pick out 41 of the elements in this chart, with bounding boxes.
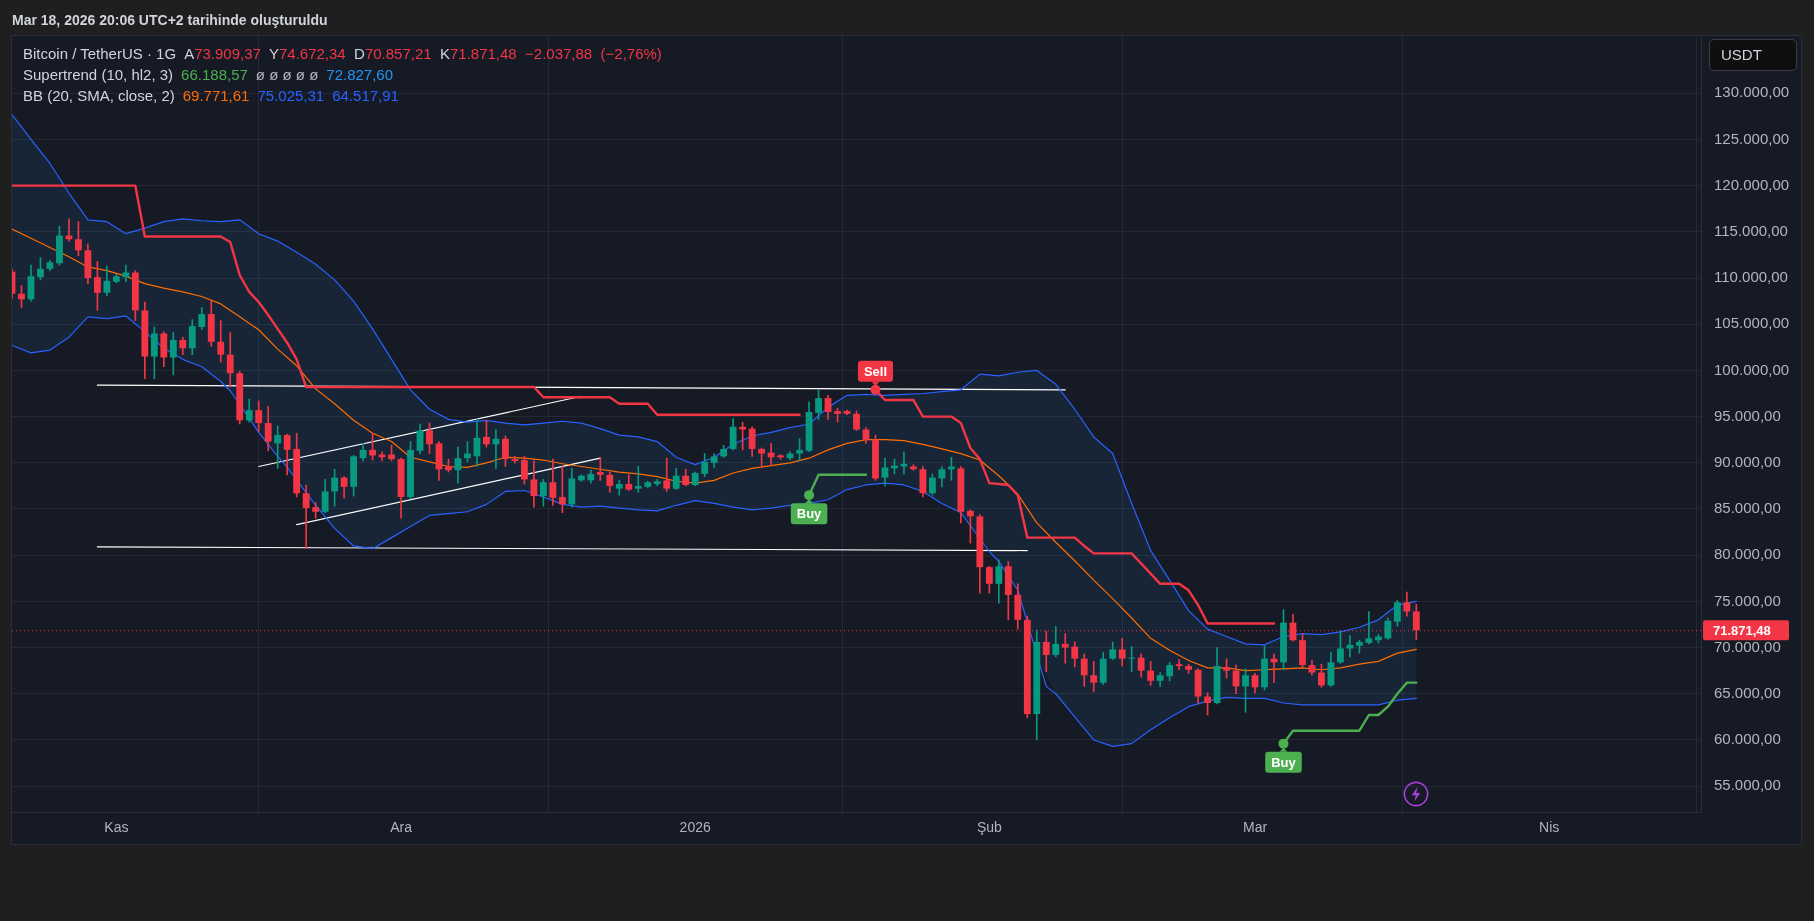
y-tick-label: 55.000,00 <box>1714 776 1781 794</box>
x-tick-label: Ara <box>390 819 413 836</box>
text: A73.909,37 Y74.672,34 D70.857,21 K71.871,48 −2.037,88 (−2,76%) <box>184 45 662 62</box>
annotation: Sell <box>863 363 888 379</box>
x-tick-label: Kas <box>104 819 129 836</box>
y-tick-label: 105.000,00 <box>1714 314 1790 332</box>
y-tick-label: 100.000,00 <box>1714 360 1790 378</box>
annotation: BB (20, SMA, close, 2) <box>23 87 175 104</box>
y-tick-label: 130.000,00 <box>1714 83 1790 101</box>
annotation: 69.771,61 <box>182 87 250 104</box>
y-tick-label: 60.000,00 <box>1714 730 1781 748</box>
x-tick-label: Nis <box>1539 819 1560 836</box>
x-tick-label: Şub <box>976 819 1003 836</box>
y-tick-label: 85.000,00 <box>1714 499 1781 517</box>
y-tick-label: 110.000,00 <box>1714 268 1788 286</box>
annotation: Buy <box>1271 754 1297 770</box>
y-tick-label: 75.000,00 <box>1714 591 1781 609</box>
y-tick-label: 80.000,00 <box>1714 545 1781 563</box>
chart-title: Mar 18, 2026 20:06 UTC+2 tarihinde oluşturuldu <box>12 11 328 29</box>
point <box>870 384 881 395</box>
y-tick-label: 90.000,00 <box>1714 452 1781 470</box>
y-tick-label: 95.000,00 <box>1714 406 1781 424</box>
annotation: Supertrend (10, hl2, 3) <box>23 66 174 83</box>
x-tick-label: 2026 <box>679 819 711 836</box>
annotation: 64.517,91 <box>332 87 399 104</box>
y-tick-label: 70.000,00 <box>1714 637 1781 655</box>
y-tick-label: 115.000,00 <box>1714 221 1788 239</box>
ref-line-label: 71.871,48 <box>1713 622 1771 638</box>
x-tick-label: Mar <box>1242 819 1268 836</box>
annotation: 75.025,31 <box>257 87 325 104</box>
y-tick-label: 65.000,00 <box>1714 683 1781 701</box>
point <box>804 490 815 501</box>
annotation: ø ø ø ø ø <box>255 66 319 83</box>
annotation: 72.827,60 <box>326 66 394 83</box>
point <box>1278 738 1289 749</box>
y-axis-title: USDT <box>1709 39 1797 71</box>
y-tick-label: 125.000,00 <box>1714 129 1790 147</box>
annotation: 66.188,57 <box>181 66 248 83</box>
y-tick-label: 120.000,00 <box>1714 175 1790 193</box>
annotation: Bitcoin / TetherUS · 1G <box>23 45 177 62</box>
annotation: Buy <box>796 506 823 522</box>
